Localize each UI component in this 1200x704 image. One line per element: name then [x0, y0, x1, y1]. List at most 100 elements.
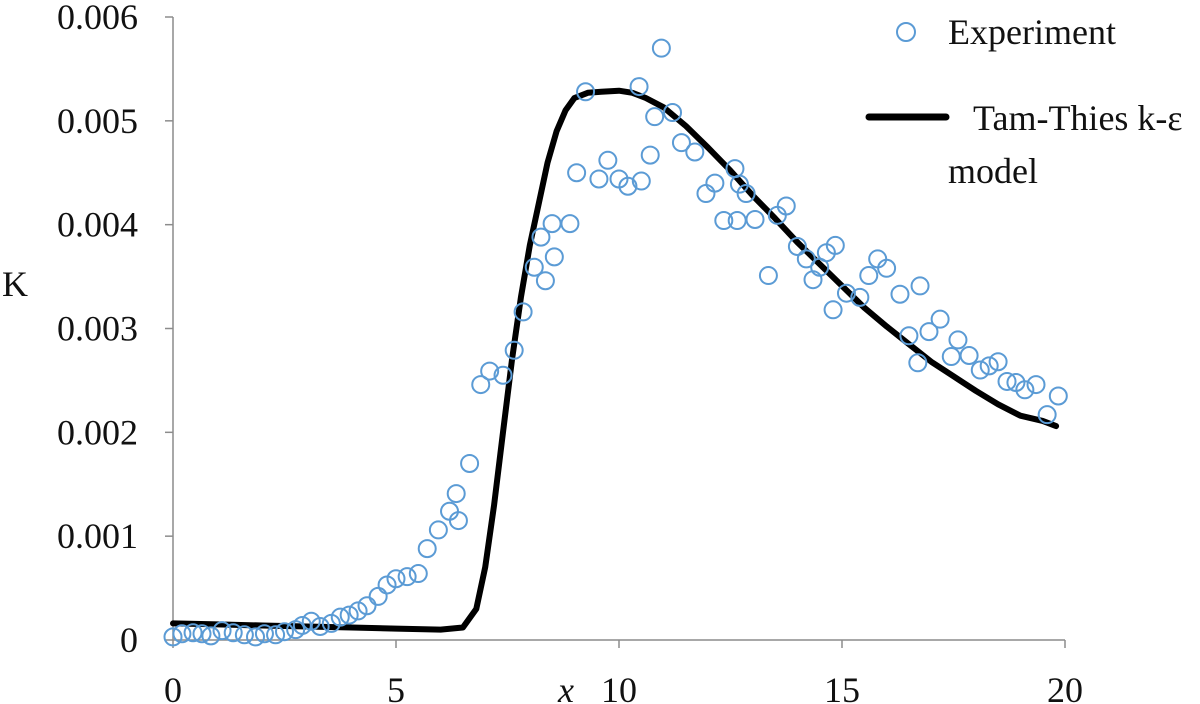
experiment-point [460, 453, 480, 473]
experiment-point [275, 622, 294, 642]
experiment-point [493, 365, 513, 385]
experiment-point [417, 539, 437, 559]
experiment-point [663, 103, 683, 123]
experiment-point [685, 142, 705, 162]
y-tick-label: 0.001 [57, 516, 138, 556]
experiment-point [959, 345, 979, 365]
experiment-point [618, 176, 638, 196]
experiment-point [787, 236, 807, 256]
experiment-point [745, 209, 765, 229]
experiment-point [440, 501, 460, 521]
experiment-point [714, 211, 734, 231]
experiment-point [163, 627, 183, 647]
experiment-point [919, 322, 939, 342]
experiment-point [386, 569, 406, 589]
x-tick-label: 20 [1047, 670, 1083, 704]
experiment-point [524, 257, 544, 277]
experiment-point [899, 326, 919, 346]
experiment-point [640, 145, 660, 165]
legend-experiment-marker [896, 22, 916, 42]
experiment-point [330, 607, 350, 627]
experiment-point [567, 163, 587, 183]
experiment-point [970, 360, 990, 380]
experiment-point [631, 171, 651, 191]
y-tick-label: 0.004 [57, 205, 138, 245]
experiment-point [988, 352, 1008, 372]
y-tick-label: 0.005 [57, 101, 138, 141]
x-tick-label: 5 [387, 670, 405, 704]
experiment-point [776, 196, 796, 216]
experiment-point [589, 169, 609, 189]
experiment-point [1015, 380, 1035, 400]
experiment-point [448, 511, 468, 531]
experiment-point [729, 174, 749, 194]
experiment-point [310, 617, 330, 637]
experiment-point [471, 375, 491, 395]
experiment-point [223, 623, 243, 643]
legend: Experiment Tam-Thies k-ε model [865, 12, 1183, 191]
experiment-point [301, 611, 321, 631]
experiment-point [823, 300, 843, 320]
experiment-point [480, 361, 500, 381]
experiment-point [348, 601, 368, 621]
experiment-point [357, 596, 377, 616]
x-ticks: 0 5 10 15 20 [164, 640, 1083, 704]
experiment-point [908, 353, 928, 373]
model-line [170, 87, 1060, 633]
experiment-point [1037, 405, 1057, 425]
x-tick-label: 0 [164, 670, 182, 704]
experiment-point [192, 624, 212, 644]
experiment-point [397, 567, 417, 587]
experiment-point [183, 623, 203, 643]
experiment-point [651, 38, 671, 58]
legend-model-label-line2: model [948, 151, 1038, 191]
experiment-point [796, 249, 816, 269]
axes [172, 17, 1065, 641]
experiment-point [266, 625, 286, 645]
experiment-point [930, 309, 950, 329]
experiment-point [212, 621, 232, 641]
y-ticks: 0 0.001 0.002 0.003 0.004 0.005 0.006 [57, 0, 173, 660]
experiment-point [1048, 386, 1068, 406]
experiment-point [836, 283, 856, 303]
experiment-point [560, 214, 580, 234]
x-tick-label: 10 [601, 670, 637, 704]
experiment-point [531, 227, 551, 247]
experiment-point [696, 184, 716, 204]
experiment-point [246, 627, 266, 647]
model-series [170, 87, 1060, 633]
experiment-point [859, 266, 879, 286]
y-tick-label: 0.002 [57, 412, 138, 452]
experiment-point [997, 371, 1017, 391]
y-tick-label: 0 [120, 620, 138, 660]
experiment-point [172, 624, 192, 644]
experiment-point [542, 214, 562, 234]
experiment-point [705, 173, 725, 193]
experiment-point [910, 276, 930, 296]
y-tick-label: 0.006 [57, 0, 138, 37]
experiment-point [629, 77, 649, 97]
experiment-point [254, 624, 274, 644]
y-axis-title: K [2, 264, 28, 304]
experiment-point [535, 271, 555, 291]
experiment-point [727, 211, 747, 231]
experiment-point [201, 626, 221, 646]
x-tick-label: 15 [824, 670, 860, 704]
experiment-point [234, 625, 254, 645]
experiment-point [368, 586, 388, 606]
experiment-point [446, 484, 466, 504]
experiment-series [163, 38, 1068, 647]
experiment-point [941, 347, 961, 367]
experiment-point [850, 287, 870, 307]
experiment-point [598, 150, 618, 170]
experiment-point [758, 266, 778, 286]
experiment-point [890, 284, 910, 304]
experiment-point [979, 356, 999, 376]
y-tick-label: 0.003 [57, 309, 138, 349]
experiment-point [504, 340, 524, 360]
experiment-point [825, 235, 845, 255]
experiment-point [428, 520, 448, 540]
experiment-point [736, 184, 756, 204]
experiment-point [948, 330, 968, 350]
experiment-point [671, 133, 691, 153]
